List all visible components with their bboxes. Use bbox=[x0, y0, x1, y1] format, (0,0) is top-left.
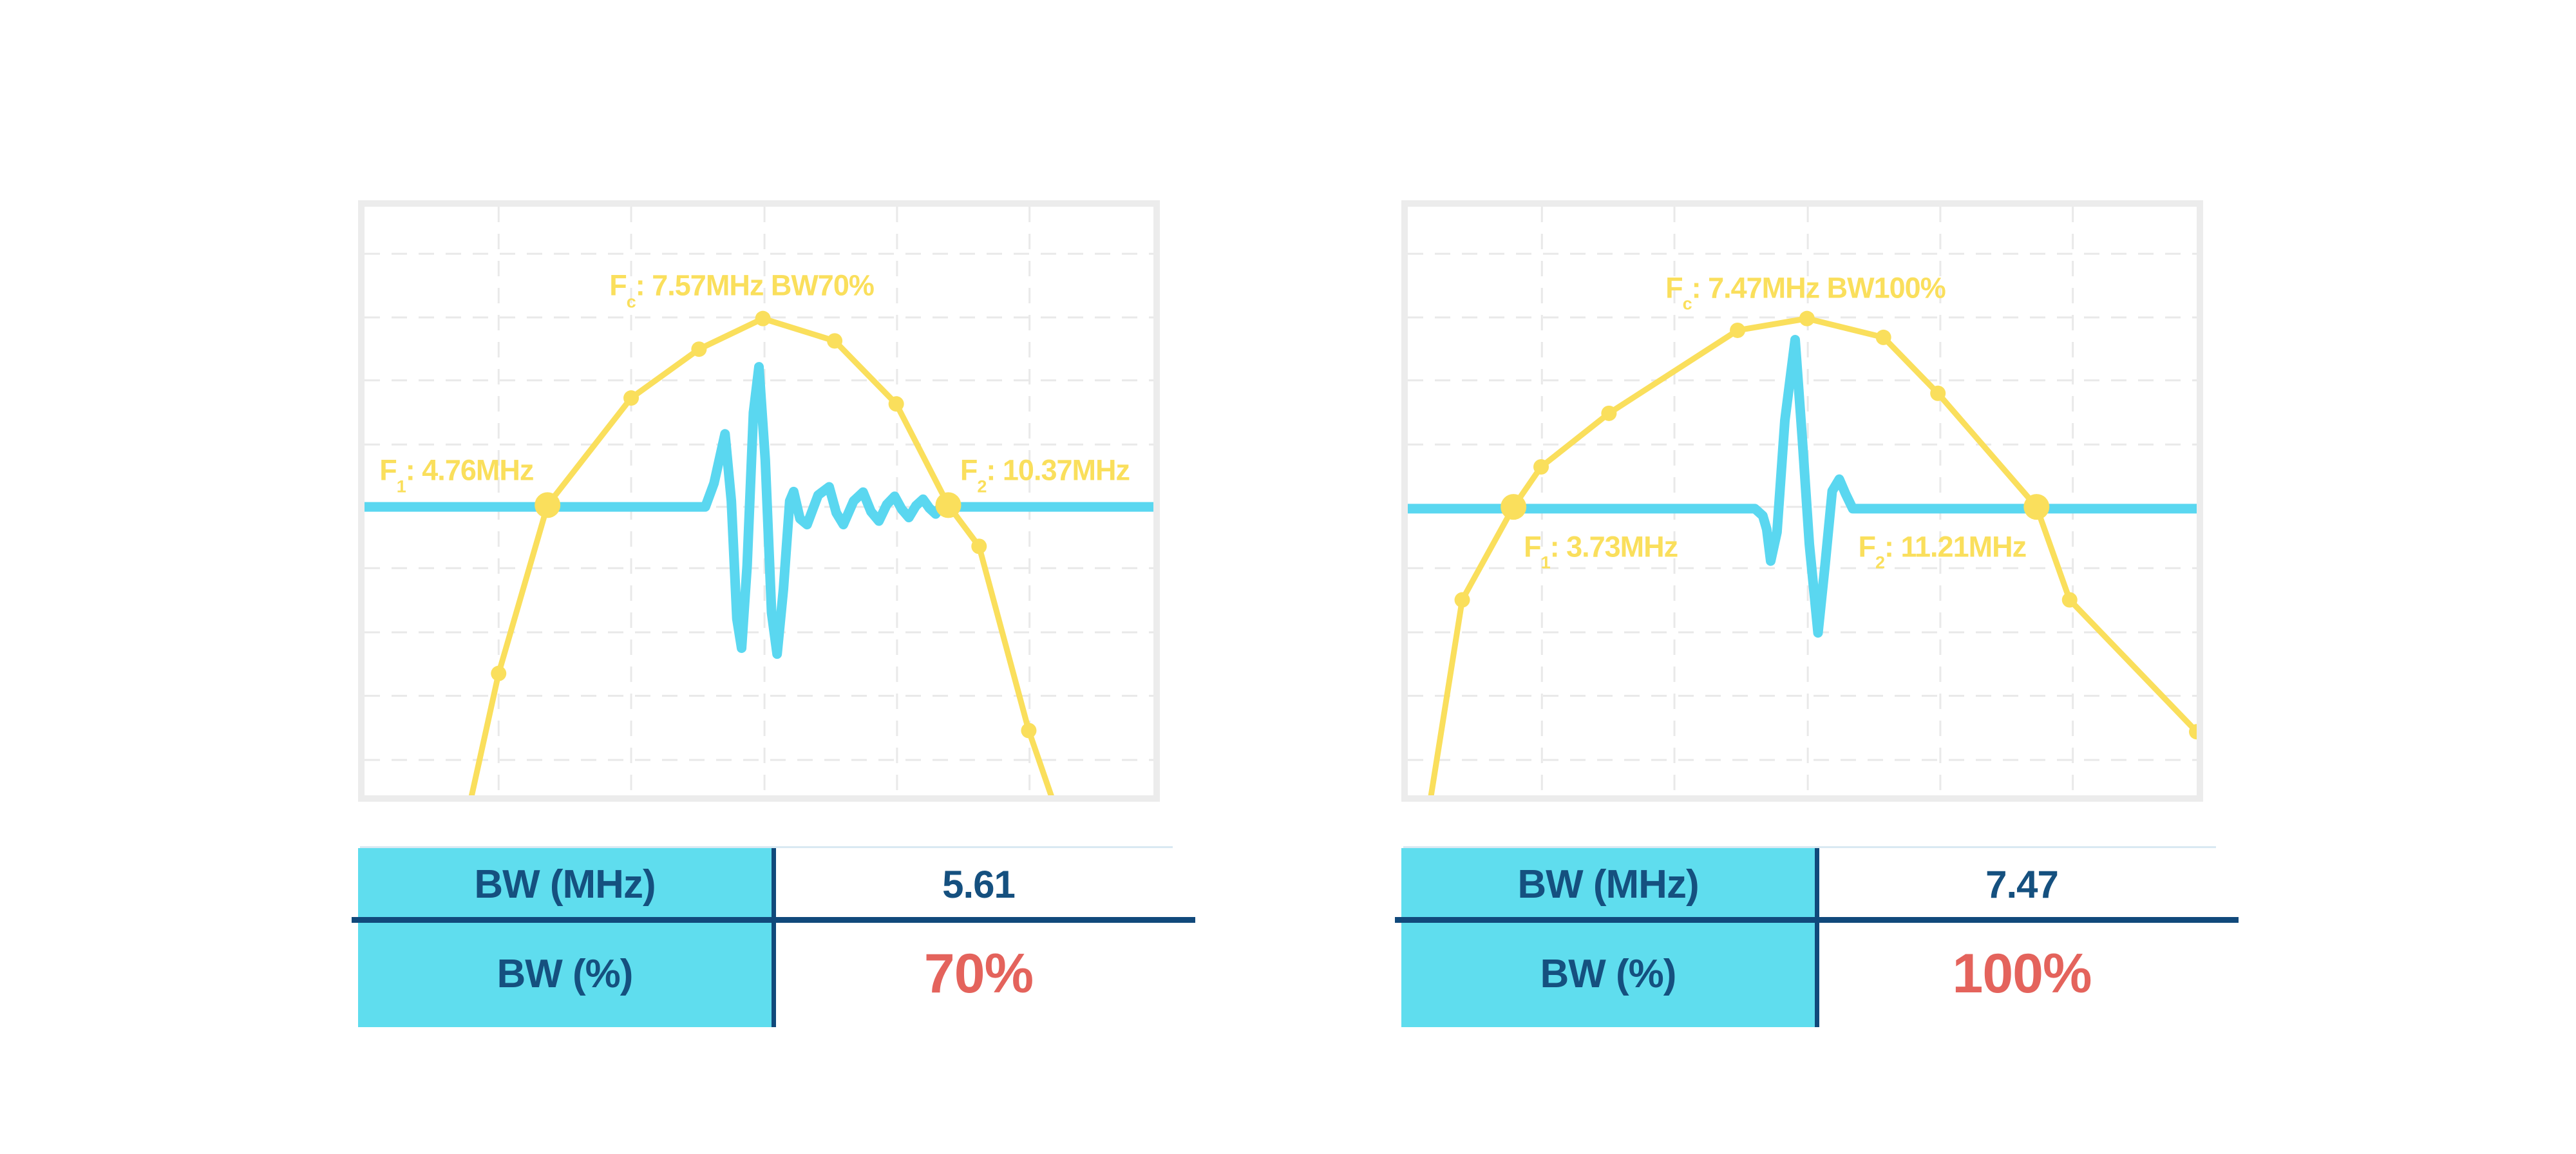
table-column-divider bbox=[1815, 848, 1819, 1027]
fc-annotation: Fc: 7.57MHz BW70% bbox=[609, 269, 875, 312]
bw-table-70: BW (MHz) 5.61 BW (%) 70% bbox=[352, 846, 1195, 1029]
f1-annotation: F1: 3.73MHz bbox=[1524, 530, 1678, 572]
f1-annotation: F1: 4.76MHz bbox=[379, 453, 534, 497]
chart-canvas-bw70 bbox=[365, 207, 1153, 795]
chart-bw100: Fc: 7.47MHz BW100% F1: 3.73MHz F2: 11.21… bbox=[1401, 200, 2203, 802]
chart-bw70: Fc: 7.57MHz BW70% F1: 4.76MHz F2: 10.37M… bbox=[358, 200, 1160, 802]
table-row: BW (%) 100% bbox=[1401, 920, 2229, 1027]
f2-annotation: F2: 11.21MHz bbox=[1858, 530, 2027, 572]
table-label-bw-mhz: BW (MHz) bbox=[358, 848, 772, 920]
table-column-divider bbox=[772, 848, 776, 1027]
table-label-bw-pct: BW (%) bbox=[358, 920, 772, 1027]
table-rows: BW (MHz) 5.61 BW (%) 70% bbox=[358, 848, 1186, 1027]
table-row: BW (%) 70% bbox=[358, 920, 1186, 1027]
table-value-bw-pct: 100% bbox=[1815, 920, 2229, 1027]
f2-annotation: F2: 10.37MHz bbox=[960, 453, 1130, 497]
bw-table-100: BW (MHz) 7.47 BW (%) 100% bbox=[1395, 846, 2239, 1029]
table-label-bw-mhz: BW (MHz) bbox=[1401, 848, 1815, 920]
table-row: BW (MHz) 5.61 bbox=[358, 848, 1186, 920]
table-value-bw-mhz: 7.47 bbox=[1815, 848, 2229, 920]
table-rows: BW (MHz) 7.47 BW (%) 100% bbox=[1401, 848, 2229, 1027]
table-top-line bbox=[360, 846, 1173, 848]
panel-bw100: Fc: 7.47MHz BW100% F1: 3.73MHz F2: 11.21… bbox=[1395, 200, 2239, 1029]
panel-bw70: Fc: 7.57MHz BW70% F1: 4.76MHz F2: 10.37M… bbox=[352, 200, 1195, 1029]
table-label-bw-pct: BW (%) bbox=[1401, 920, 1815, 1027]
table-value-bw-mhz: 5.61 bbox=[772, 848, 1186, 920]
chart-canvas-bw100 bbox=[1408, 207, 2197, 795]
table-row: BW (MHz) 7.47 bbox=[1401, 848, 2229, 920]
fc-annotation: Fc: 7.47MHz BW100% bbox=[1665, 271, 1946, 314]
table-value-bw-pct: 70% bbox=[772, 920, 1186, 1027]
table-top-line bbox=[1403, 846, 2216, 848]
